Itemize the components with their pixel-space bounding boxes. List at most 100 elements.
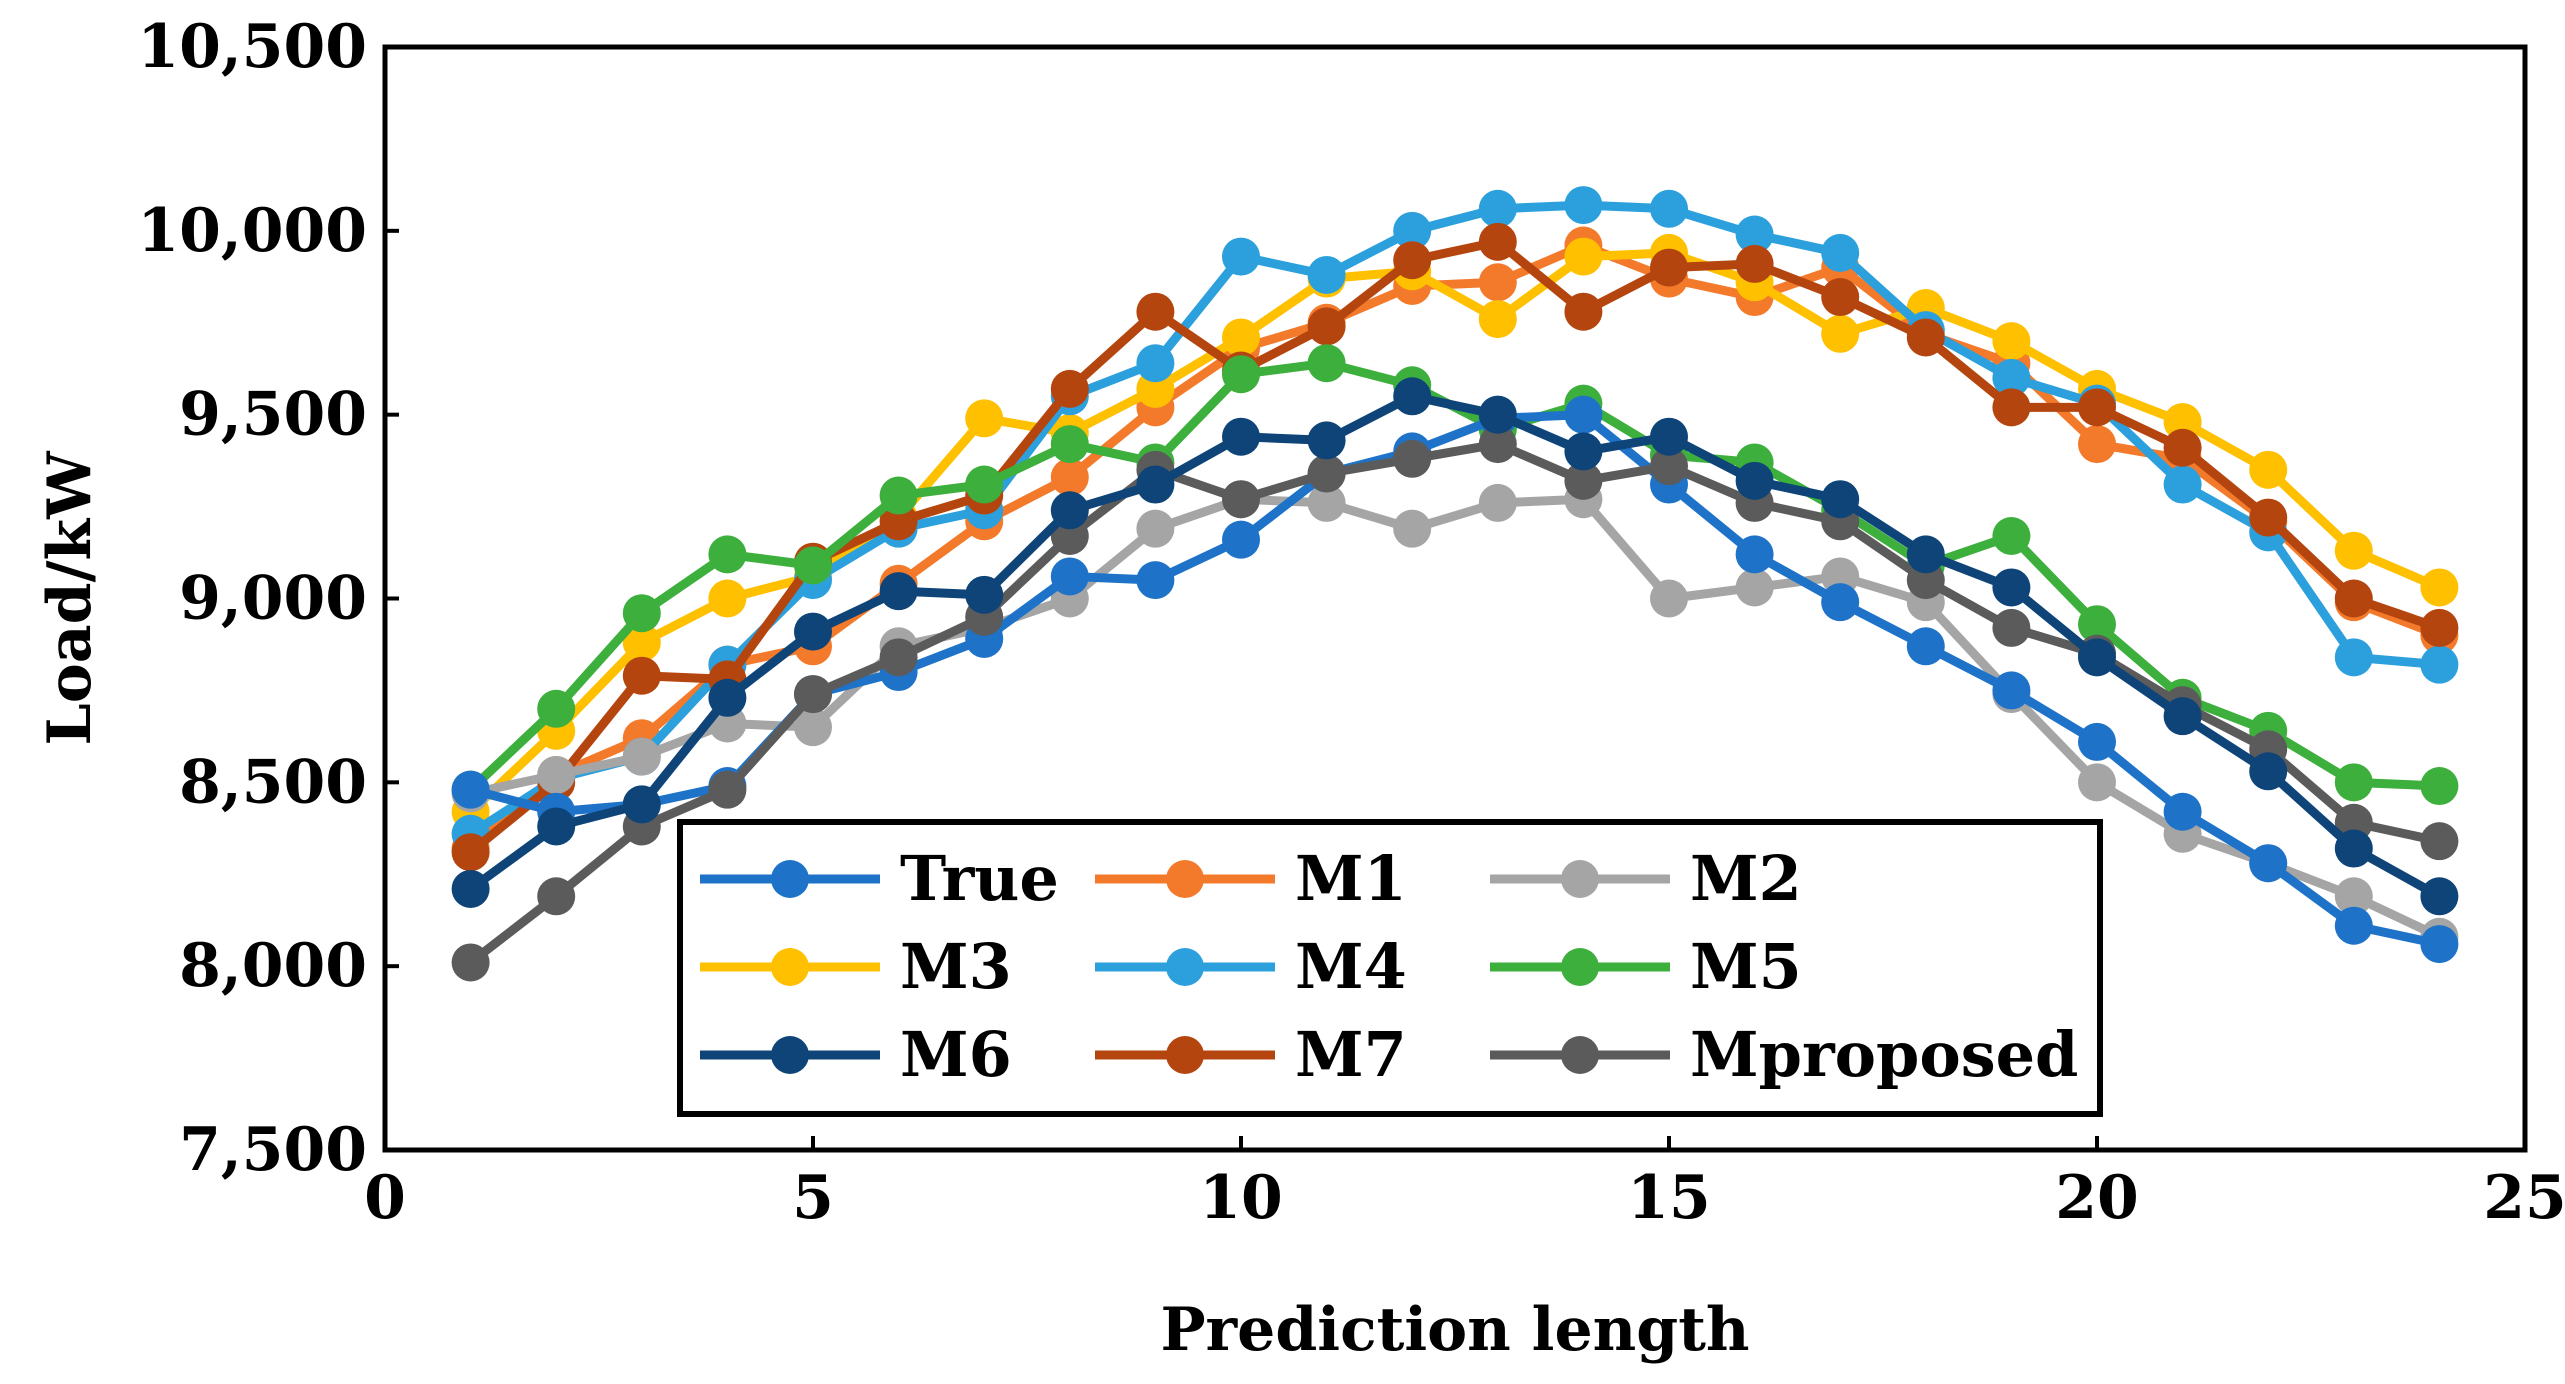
data-point [2334, 829, 2373, 868]
data-point [1222, 237, 1260, 276]
data-point [1478, 263, 1517, 302]
legend-label: M7 [1295, 1018, 1407, 1091]
data-point [1393, 211, 1432, 250]
data-point [2249, 844, 2288, 883]
data-point [1821, 233, 1860, 272]
data-point [1821, 278, 1860, 317]
data-point [1050, 425, 1089, 464]
data-point [1307, 255, 1346, 294]
data-point [2078, 425, 2116, 464]
data-point [1222, 480, 1260, 519]
data-point [708, 770, 747, 809]
data-point [2078, 388, 2116, 427]
data-point [1050, 458, 1089, 497]
legend-item-m5: M5 [1490, 930, 1802, 1003]
data-point [537, 689, 576, 728]
data-point [708, 535, 747, 574]
x-tick-label: 10 [1199, 1163, 1283, 1233]
data-point [1564, 395, 1603, 434]
data-point [1650, 248, 1688, 287]
data-point [451, 833, 490, 872]
data-point [537, 755, 576, 794]
series-line [467, 241, 2442, 852]
data-point [622, 623, 661, 662]
legend-swatch-marker [1561, 860, 1599, 898]
data-point [622, 656, 661, 695]
data-point [1478, 395, 1517, 434]
legend-item-m6: M6 [700, 1018, 1012, 1091]
data-point [1650, 579, 1688, 618]
data-point [1650, 417, 1688, 456]
data-point [622, 737, 661, 776]
data-point [1992, 568, 2031, 607]
legend-label: Mproposed [1690, 1018, 2078, 1091]
data-point [1992, 516, 2031, 555]
data-point [1564, 186, 1603, 225]
legend-swatch-marker [1561, 1036, 1599, 1074]
data-point [1735, 244, 1774, 283]
data-point [1992, 358, 2031, 397]
x-tick-label: 0 [364, 1163, 406, 1233]
data-point [1992, 388, 2031, 427]
data-point [1564, 432, 1603, 471]
data-point [1307, 421, 1346, 460]
data-point [1650, 189, 1688, 228]
data-point [965, 465, 1004, 504]
data-point [1735, 568, 1774, 607]
data-point [1906, 627, 1945, 666]
data-point [1393, 509, 1432, 548]
data-point [2249, 498, 2288, 537]
data-point [1564, 237, 1603, 276]
data-point [1478, 483, 1517, 522]
data-point [1735, 535, 1774, 574]
data-point [794, 546, 832, 585]
data-point [1136, 509, 1175, 548]
legend-label: M5 [1690, 930, 1802, 1003]
data-point [1735, 461, 1774, 500]
data-point [622, 785, 661, 824]
data-point [451, 869, 490, 908]
data-point [2420, 608, 2459, 647]
data-point [2078, 605, 2116, 644]
x-axis-title: Prediction length [1160, 1295, 1749, 1365]
data-point [2420, 877, 2459, 916]
data-point [794, 708, 832, 747]
y-tick-label: 9,500 [179, 380, 367, 450]
data-point [965, 575, 1004, 614]
data-point [1821, 314, 1860, 353]
x-tick-label: 15 [1627, 1163, 1711, 1233]
data-point [2334, 579, 2373, 618]
data-point [2078, 722, 2116, 761]
y-axis-title: Load/kW [35, 450, 105, 746]
data-point [1564, 461, 1603, 500]
data-point [2249, 450, 2288, 489]
data-point [1906, 535, 1945, 574]
data-point [1307, 307, 1346, 346]
data-point [1478, 300, 1517, 339]
data-point [2078, 638, 2116, 677]
data-point [2334, 906, 2373, 945]
legend-item-true: True [700, 842, 1059, 915]
legend-box [677, 819, 2103, 1117]
data-point [1393, 377, 1432, 416]
data-point [879, 476, 918, 515]
data-point [2334, 763, 2373, 802]
data-point [2163, 697, 2202, 736]
data-point [1136, 344, 1175, 383]
y-axis: 7,500 8,000 8,500 9,000 9,500 10,000 10,500 [137, 12, 399, 1185]
data-point [2334, 531, 2373, 570]
data-point [708, 678, 747, 717]
legend-item-m4: M4 [1095, 930, 1407, 1003]
series-line [467, 237, 2441, 856]
data-point [1478, 189, 1517, 228]
data-point [2420, 645, 2459, 684]
data-point [794, 675, 832, 714]
legend-item-m2: M2 [1490, 842, 1802, 915]
legend-label: M2 [1690, 842, 1802, 915]
series-m3 [451, 233, 2459, 831]
legend-swatch-marker [771, 1036, 809, 1074]
legend-swatch-marker [771, 860, 809, 898]
y-tick-label: 9,000 [179, 564, 367, 634]
data-point [1992, 322, 2031, 361]
